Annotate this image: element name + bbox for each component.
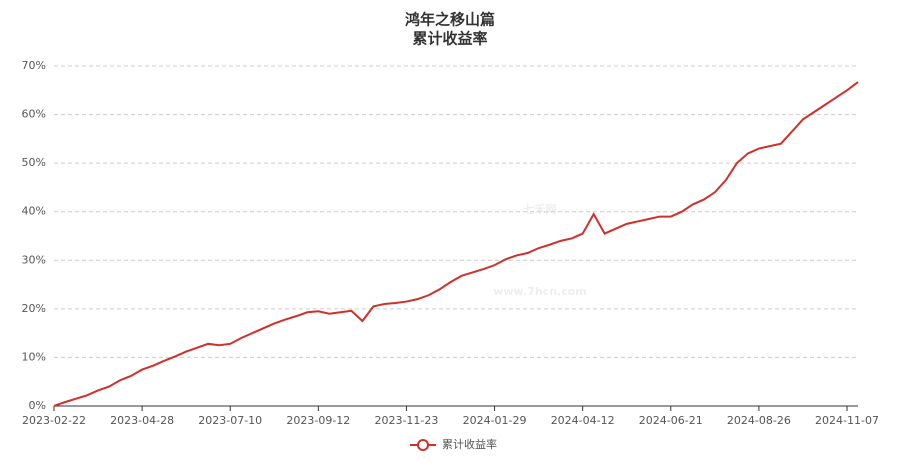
y-tick-label: 0% [29,399,46,412]
x-tick-label: 2023-02-22 [22,414,86,427]
y-tick-label: 20% [22,302,46,315]
watermark-brand: 七禾网 [524,202,557,216]
x-tick-label: 2024-11-07 [815,414,879,427]
x-tick-label: 2024-01-29 [463,414,527,427]
y-tick-label: 40% [22,205,46,218]
legend-label: 累计收益率 [442,437,497,451]
y-tick-label: 10% [22,350,46,363]
y-tick-label: 70% [22,59,46,72]
x-tick-label: 2024-04-12 [551,414,615,427]
watermark-site: www.7hcn.com [493,285,587,298]
legend-marker [417,439,429,451]
data-line [53,81,859,407]
x-tick-label: 2023-04-28 [110,414,174,427]
chart-title: 鸿年之移山篇 [405,11,495,29]
y-tick-label: 60% [22,108,46,121]
x-tick-label: 2024-08-26 [727,414,791,427]
x-tick-label: 2023-07-10 [198,414,262,427]
x-tick-label: 2023-09-12 [286,414,350,427]
x-tick-label: 2024-06-21 [639,414,703,427]
y-tick-label: 50% [22,156,46,169]
y-tick-label: 30% [22,253,46,266]
x-tick-label: 2023-11-23 [374,414,438,427]
chart-subtitle: 累计收益率 [412,30,487,48]
